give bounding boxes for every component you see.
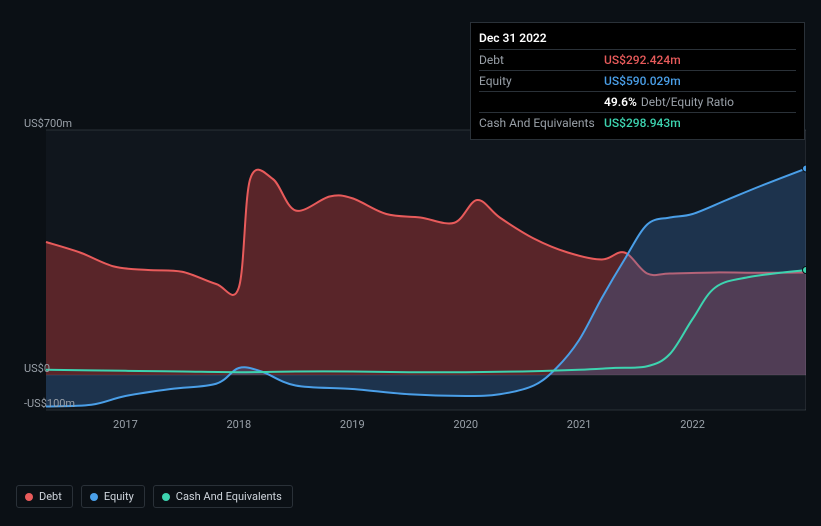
x-axis-label: 2017 [113, 418, 138, 431]
tooltip-label [479, 95, 604, 109]
tooltip-label: Debt [479, 53, 604, 67]
y-axis-label: -US$100m [24, 397, 75, 410]
tooltip-label: Cash And Equivalents [479, 116, 604, 130]
legend-item-equity[interactable]: Equity [81, 485, 145, 508]
legend-item-debt[interactable]: Debt [16, 485, 73, 508]
tooltip-row-equity: Equity US$590.029m [479, 70, 796, 91]
x-axis-label: 2020 [453, 418, 478, 431]
financial-chart[interactable]: US$700m US$0 -US$100m 2017 2018 2019 2020 2021… [16, 120, 806, 440]
legend-label: Cash And Equivalents [176, 490, 282, 503]
tooltip-label: Equity [479, 74, 604, 88]
legend-dot-icon [162, 493, 170, 501]
x-axis-label: 2019 [340, 418, 365, 431]
tooltip-value: US$590.029m [604, 74, 681, 88]
legend-item-cash[interactable]: Cash And Equivalents [153, 485, 293, 508]
tooltip-row-cash: Cash And Equivalents US$298.943m [479, 112, 796, 133]
tooltip-row-ratio: 49.6% Debt/Equity Ratio [479, 91, 796, 112]
tooltip-value: US$298.943m [604, 116, 681, 130]
legend-label: Debt [39, 490, 62, 503]
chart-legend: Debt Equity Cash And Equivalents [16, 485, 293, 508]
legend-dot-icon [90, 493, 98, 501]
legend-label: Equity [104, 490, 134, 503]
x-axis-label: 2021 [567, 418, 592, 431]
chart-tooltip: Dec 31 2022 Debt US$292.424m Equity US$5… [470, 22, 805, 140]
tooltip-label-ratio: Debt/Equity Ratio [641, 95, 734, 109]
tooltip-value: US$292.424m [604, 53, 681, 67]
y-axis-label: US$0 [24, 362, 50, 375]
x-axis-label: 2018 [226, 418, 251, 431]
tooltip-row-debt: Debt US$292.424m [479, 49, 796, 70]
chart-svg [16, 120, 806, 440]
tooltip-value-ratio: 49.6% [604, 95, 637, 109]
legend-dot-icon [25, 493, 33, 501]
x-axis-label: 2022 [680, 418, 705, 431]
y-axis-label: US$700m [24, 117, 72, 130]
tooltip-date: Dec 31 2022 [479, 29, 796, 49]
